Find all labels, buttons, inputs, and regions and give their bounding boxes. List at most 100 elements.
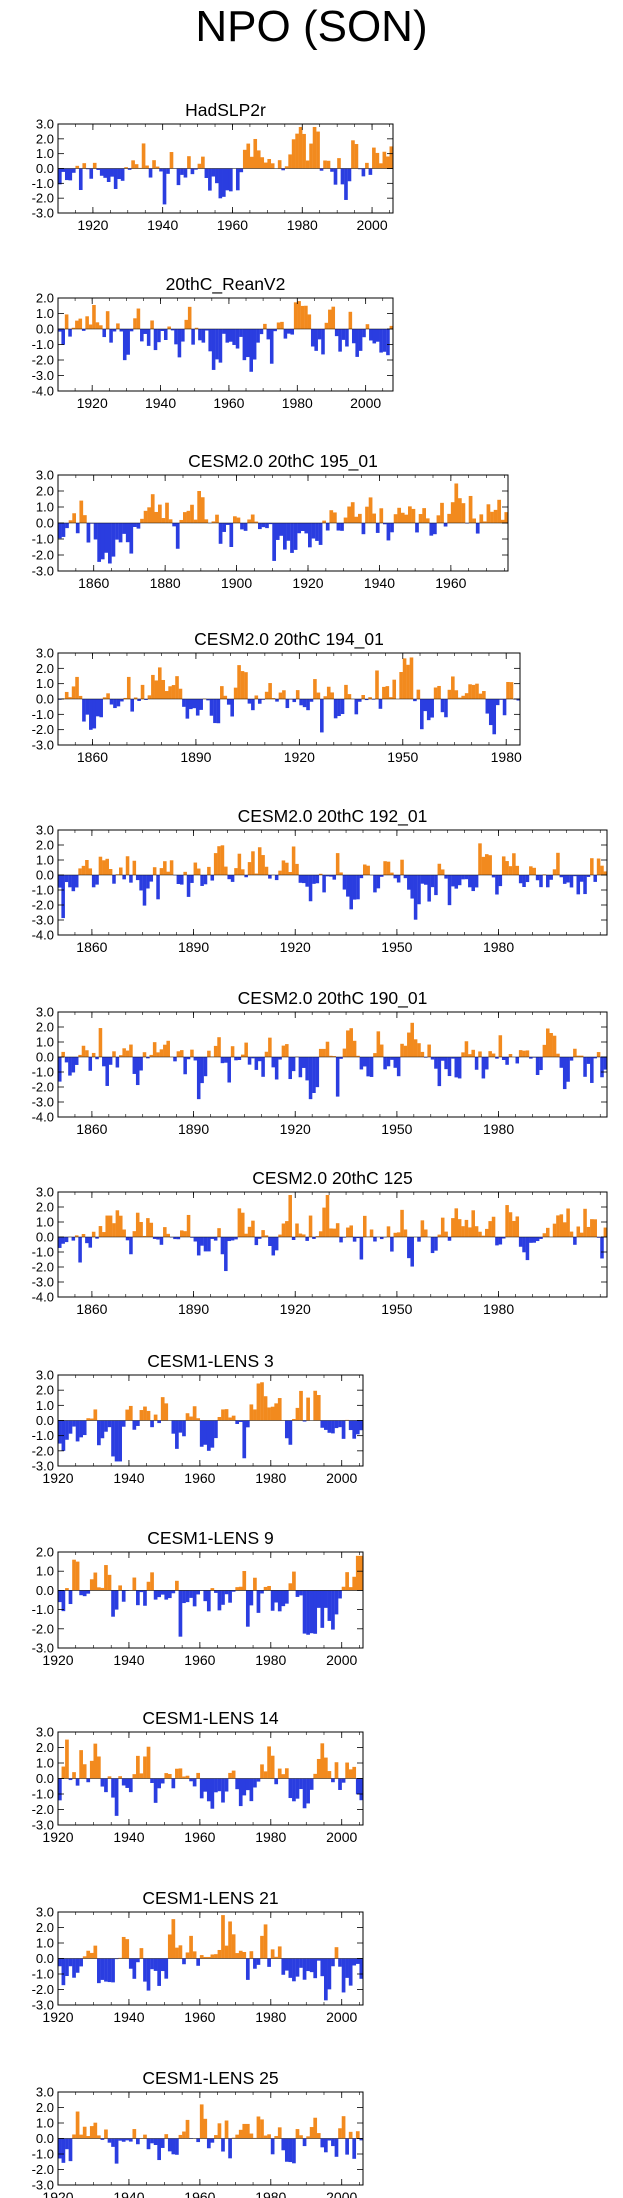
positive-anomaly-bar [206,1956,211,1959]
negative-anomaly-bar [191,329,195,345]
positive-anomaly-bar [251,1220,255,1237]
positive-anomaly-bar [72,2134,76,2139]
negative-anomaly-bar [237,1057,242,1060]
positive-anomaly-bar [410,1022,414,1057]
x-tick-label: 1920 [77,395,108,411]
y-tick-label: 0.0 [36,2131,54,2146]
positive-anomaly-bar [133,318,137,329]
positive-anomaly-bar [233,687,238,699]
negative-anomaly-bar [211,168,216,177]
positive-anomaly-bar [221,1409,225,1421]
positive-anomaly-bar [525,1050,530,1057]
positive-anomaly-bar [158,504,162,523]
positive-anomaly-bar [146,1410,151,1421]
positive-anomaly-bar [471,684,476,699]
negative-anomaly-bar [546,875,550,888]
negative-anomaly-bar [58,1958,62,1967]
positive-anomaly-bar [164,1403,169,1421]
positive-anomaly-bar [253,1409,257,1421]
positive-anomaly-bar [576,1055,581,1057]
positive-anomaly-bar [338,2128,342,2139]
negative-anomaly-bar [323,1958,328,2001]
negative-anomaly-bar [167,2138,172,2152]
negative-anomaly-bar [274,1237,279,1251]
y-tick-label: 2.0 [36,1920,54,1935]
positive-anomaly-bar [146,1581,151,1591]
positive-anomaly-bar [89,1579,94,1591]
negative-anomaly-bar [152,1237,157,1239]
negative-anomaly-bar [114,1420,119,1462]
positive-anomaly-bar [167,1774,172,1779]
x-tick-label: 1950 [381,1121,412,1137]
negative-anomaly-bar [529,1237,533,1243]
y-tick-label: -1.0 [32,1602,54,1617]
negative-anomaly-bar [306,1590,310,1635]
negative-anomaly-bar [378,699,383,709]
negative-anomaly-bar [225,523,230,525]
positive-anomaly-bar [217,1037,221,1057]
y-tick-label: 3.0 [36,1185,54,1200]
negative-anomaly-bar [371,699,376,700]
negative-anomaly-bar [235,1778,240,1790]
positive-anomaly-bar [277,1946,282,1959]
negative-anomaly-bar [390,1057,394,1060]
positive-anomaly-bar [433,687,438,699]
positive-anomaly-bar [369,1229,374,1237]
positive-anomaly-bar [74,1235,79,1237]
positive-anomaly-bar [427,1044,431,1057]
negative-anomaly-bar [97,523,102,562]
panel-title: CESM2.0 20thC 195_01 [188,451,378,472]
positive-anomaly-bar [343,517,348,523]
negative-anomaly-bar [157,1778,161,1789]
positive-anomaly-bar [153,1414,158,1421]
negative-anomaly-bar [210,1237,215,1239]
y-tick-label: 1.0 [36,2116,54,2131]
negative-anomaly-bar [342,1237,347,1238]
negative-anomaly-bar [346,875,350,897]
positive-anomaly-bar [147,507,152,523]
negative-anomaly-bar [302,699,307,708]
positive-anomaly-bar [89,1760,94,1779]
positive-anomaly-bar [132,860,137,875]
negative-anomaly-bar [359,1057,364,1070]
negative-anomaly-bar [306,1958,310,1972]
positive-anomaly-bar [263,1396,268,1421]
negative-anomaly-bar [485,699,490,714]
x-tick-label: 1940 [113,1829,144,1845]
positive-anomaly-bar [504,512,509,523]
negative-anomaly-bar [136,2138,140,2145]
positive-anomaly-bar [403,1045,408,1057]
positive-anomaly-bar [152,867,157,875]
negative-anomaly-bar [361,168,366,177]
positive-anomaly-bar [89,1418,94,1421]
negative-anomaly-bar [327,1590,332,1621]
negative-anomaly-bar [274,1778,279,1785]
negative-anomaly-bar [238,1420,243,1423]
positive-anomaly-bar [309,143,313,169]
positive-anomaly-bar [278,692,283,699]
x-tick-label: 1980 [255,1829,286,1845]
negative-anomaly-bar [501,1237,506,1239]
negative-anomaly-bar [90,523,94,524]
negative-anomaly-bar [216,699,221,724]
negative-anomaly-bar [410,875,414,899]
negative-anomaly-bar [355,1420,360,1435]
negative-anomaly-bar [100,1778,105,1787]
negative-anomaly-bar [298,875,303,883]
negative-anomaly-bar [358,168,362,170]
positive-anomaly-bar [139,1222,143,1237]
positive-anomaly-bar [450,502,455,523]
negative-anomaly-bar [492,699,497,735]
positive-anomaly-bar [171,1919,176,1959]
negative-anomaly-bar [132,1057,137,1074]
negative-anomaly-bar [267,1958,271,1967]
negative-anomaly-bar [270,1590,275,1611]
negative-anomaly-bar [444,875,448,879]
negative-anomaly-bar [79,1958,83,1967]
positive-anomaly-bar [132,1774,137,1779]
negative-anomaly-bar [429,523,434,536]
positive-anomaly-bar [193,862,198,875]
negative-anomaly-bar [481,1057,486,1079]
negative-anomaly-bar [292,1958,296,1982]
